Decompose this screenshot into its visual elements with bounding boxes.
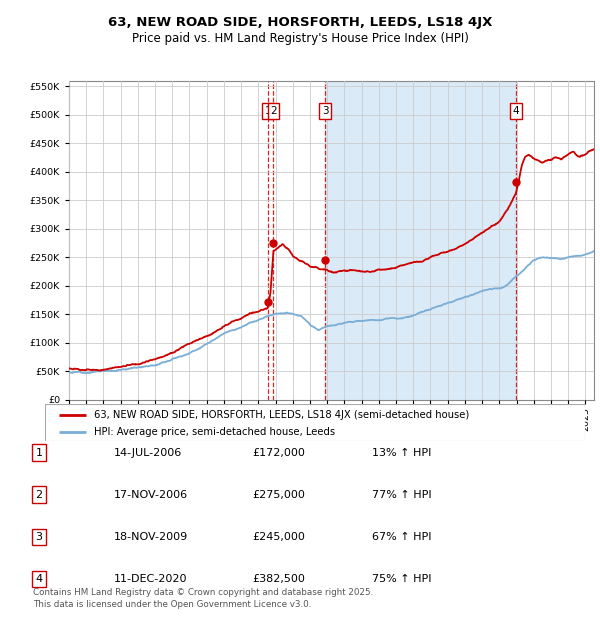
Text: 1: 1 bbox=[265, 106, 271, 116]
Text: Contains HM Land Registry data © Crown copyright and database right 2025.
This d: Contains HM Land Registry data © Crown c… bbox=[33, 588, 373, 609]
Text: Price paid vs. HM Land Registry's House Price Index (HPI): Price paid vs. HM Land Registry's House … bbox=[131, 32, 469, 45]
Text: 11-DEC-2020: 11-DEC-2020 bbox=[114, 574, 187, 584]
Text: 63, NEW ROAD SIDE, HORSFORTH, LEEDS, LS18 4JX: 63, NEW ROAD SIDE, HORSFORTH, LEEDS, LS1… bbox=[108, 17, 492, 29]
Text: 67% ↑ HPI: 67% ↑ HPI bbox=[372, 532, 431, 542]
Text: 75% ↑ HPI: 75% ↑ HPI bbox=[372, 574, 431, 584]
Text: 2: 2 bbox=[35, 490, 43, 500]
Text: 77% ↑ HPI: 77% ↑ HPI bbox=[372, 490, 431, 500]
Text: 4: 4 bbox=[512, 106, 519, 116]
Text: 3: 3 bbox=[322, 106, 328, 116]
Text: 18-NOV-2009: 18-NOV-2009 bbox=[114, 532, 188, 542]
Text: 14-JUL-2006: 14-JUL-2006 bbox=[114, 448, 182, 458]
Text: 2: 2 bbox=[270, 106, 277, 116]
Text: 63, NEW ROAD SIDE, HORSFORTH, LEEDS, LS18 4JX (semi-detached house): 63, NEW ROAD SIDE, HORSFORTH, LEEDS, LS1… bbox=[94, 410, 469, 420]
Bar bbox=[325, 81, 515, 400]
Text: 3: 3 bbox=[35, 532, 43, 542]
Text: 4: 4 bbox=[35, 574, 43, 584]
Text: £382,500: £382,500 bbox=[252, 574, 305, 584]
FancyBboxPatch shape bbox=[45, 404, 585, 441]
Text: £275,000: £275,000 bbox=[252, 490, 305, 500]
Text: £172,000: £172,000 bbox=[252, 448, 305, 458]
Text: £245,000: £245,000 bbox=[252, 532, 305, 542]
Text: HPI: Average price, semi-detached house, Leeds: HPI: Average price, semi-detached house,… bbox=[94, 427, 335, 437]
Text: 13% ↑ HPI: 13% ↑ HPI bbox=[372, 448, 431, 458]
Text: 17-NOV-2006: 17-NOV-2006 bbox=[114, 490, 188, 500]
Text: 1: 1 bbox=[35, 448, 43, 458]
